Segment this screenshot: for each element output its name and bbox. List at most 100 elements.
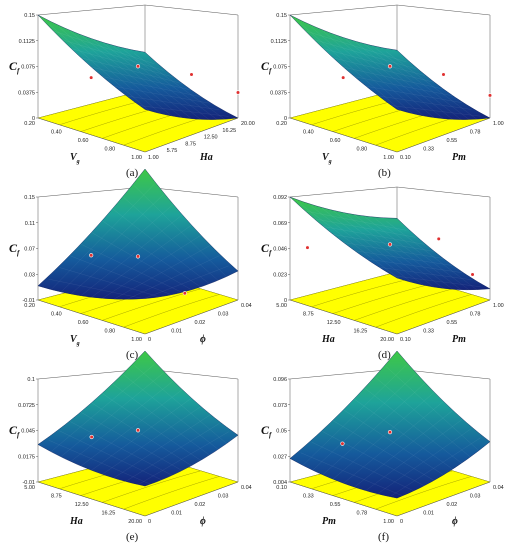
front-left-edge — [37, 481, 146, 517]
surface-mesh-line — [102, 42, 201, 120]
surface-mesh-line — [134, 53, 229, 123]
panel-3: 0.092 0.069 0.046 0.023 05.00 8.75 12.50 16.25 2… — [261, 186, 504, 361]
panel-label: (f) — [378, 531, 389, 543]
response-surface — [289, 350, 491, 499]
surface-mesh-line — [300, 209, 407, 231]
surface-mesh-line — [311, 38, 416, 69]
y-tick-label: 0.33 — [423, 147, 434, 153]
y-axis-label: Ha — [199, 152, 213, 163]
surface-mesh-line — [343, 37, 444, 119]
z-tick-label: 0.0375 — [18, 90, 35, 96]
surface-mesh-line — [322, 431, 425, 487]
surface-mesh-line — [322, 208, 425, 287]
z-tick-label: 0.075 — [273, 65, 287, 71]
surface-mesh-line — [70, 255, 173, 296]
surface-mesh-line — [91, 402, 192, 466]
x-tick-label: 1.00 — [383, 155, 394, 161]
floor-contour-line — [123, 294, 220, 328]
x-axis-label: Vg — [322, 152, 332, 165]
z-tick-label: 0.03 — [24, 272, 35, 278]
surface-mesh-line — [343, 401, 444, 484]
y-tick-label: 8.75 — [185, 141, 196, 147]
y-tick-label: 5.75 — [167, 148, 178, 154]
z-tick-label: 0.023 — [273, 272, 287, 278]
x-tick-label: 1.00 — [131, 337, 142, 343]
design-point — [441, 72, 446, 77]
x-tick-label: 0.60 — [78, 138, 89, 144]
z-axis-label: Cf — [9, 59, 20, 75]
surface-mesh-line — [134, 185, 229, 279]
y-tick-label: 0.78 — [470, 130, 481, 136]
z-tick-label: 0 — [284, 116, 287, 122]
floor-contour-line — [375, 476, 472, 510]
surface-mesh-line — [91, 67, 192, 91]
surface-mesh-line — [91, 232, 192, 290]
z-tick-label: 0.05 — [276, 429, 287, 435]
x-tick-label: 8.75 — [51, 494, 62, 500]
design-point — [387, 64, 393, 69]
surface-mesh-line — [300, 29, 407, 63]
design-point — [182, 291, 187, 296]
x-tick-label: 0.80 — [357, 147, 368, 153]
z-axis-label: Cf — [261, 241, 272, 257]
z-tick-label: 0.073 — [273, 403, 287, 409]
y-tick-label: 0 — [148, 337, 151, 343]
surface-mesh-line — [80, 57, 183, 84]
z-tick-label: 0.0175 — [18, 454, 35, 460]
surface-mesh-line — [386, 437, 481, 500]
x-tick-label: 0.40 — [51, 312, 62, 318]
surface-mesh-line — [375, 48, 472, 122]
x-tick-label: 0.10 — [276, 485, 287, 491]
surface-mesh-line — [59, 27, 164, 117]
y-tick-label: 0.03 — [218, 312, 229, 318]
z-tick-label: 0.027 — [273, 454, 287, 460]
surface-mesh-line — [123, 95, 220, 110]
surface-mesh-line — [48, 279, 155, 301]
surface-mesh-line — [59, 267, 164, 299]
z-tick-label: 0.004 — [273, 480, 287, 486]
y-tick-label: 0.01 — [171, 511, 182, 517]
surface-mesh-line — [375, 377, 472, 459]
z-tick-label: 0.11 — [25, 221, 35, 227]
y-tick-label: 16.25 — [222, 128, 236, 134]
design-point — [135, 254, 141, 259]
surface-mesh-line — [332, 420, 435, 481]
x-tick-label: 0.40 — [51, 130, 62, 136]
surface-mesh-line — [311, 441, 416, 492]
surface-mesh-line — [59, 430, 164, 481]
z-axis-label: Cf — [9, 423, 20, 439]
y-tick-label: 0.02 — [447, 502, 458, 508]
y-axis-label: Pm — [452, 334, 466, 345]
surface-mesh-line — [112, 208, 211, 285]
surface-mesh-line — [375, 218, 472, 292]
x-tick-label: 20.00 — [128, 519, 142, 525]
surface-mesh-line — [112, 45, 211, 121]
surface-mesh-line — [112, 85, 211, 104]
z-tick-label: 0.0725 — [18, 403, 35, 409]
surface-mesh-line — [311, 374, 416, 472]
y-tick-label: 1.00 — [493, 121, 504, 127]
surface-mesh-line — [375, 428, 472, 496]
y-axis-label: ϕ — [200, 516, 206, 527]
panel-label: (e) — [126, 531, 139, 543]
y-tick-label: 0.04 — [493, 485, 504, 491]
surface-mesh-line — [300, 364, 407, 468]
design-point — [387, 242, 393, 247]
x-tick-label: 16.25 — [101, 511, 115, 517]
y-axis-label: Pm — [452, 152, 466, 163]
design-point — [436, 236, 441, 242]
z-tick-label: 0.15 — [276, 13, 287, 19]
x-tick-label: 5.00 — [24, 485, 35, 491]
surface-mesh-line — [375, 95, 472, 110]
z-tick-label: 0 — [284, 298, 287, 304]
floor-contour-line — [102, 288, 201, 321]
design-point — [235, 90, 241, 95]
y-tick-label: 0.01 — [171, 329, 182, 335]
surface-mesh-line — [354, 41, 453, 120]
surface-mesh-line — [322, 226, 425, 245]
surface-mesh-line — [311, 26, 416, 117]
surface-mesh-line — [80, 214, 183, 297]
x-tick-label: 0.40 — [303, 130, 314, 136]
floor-contour-line — [375, 294, 472, 328]
